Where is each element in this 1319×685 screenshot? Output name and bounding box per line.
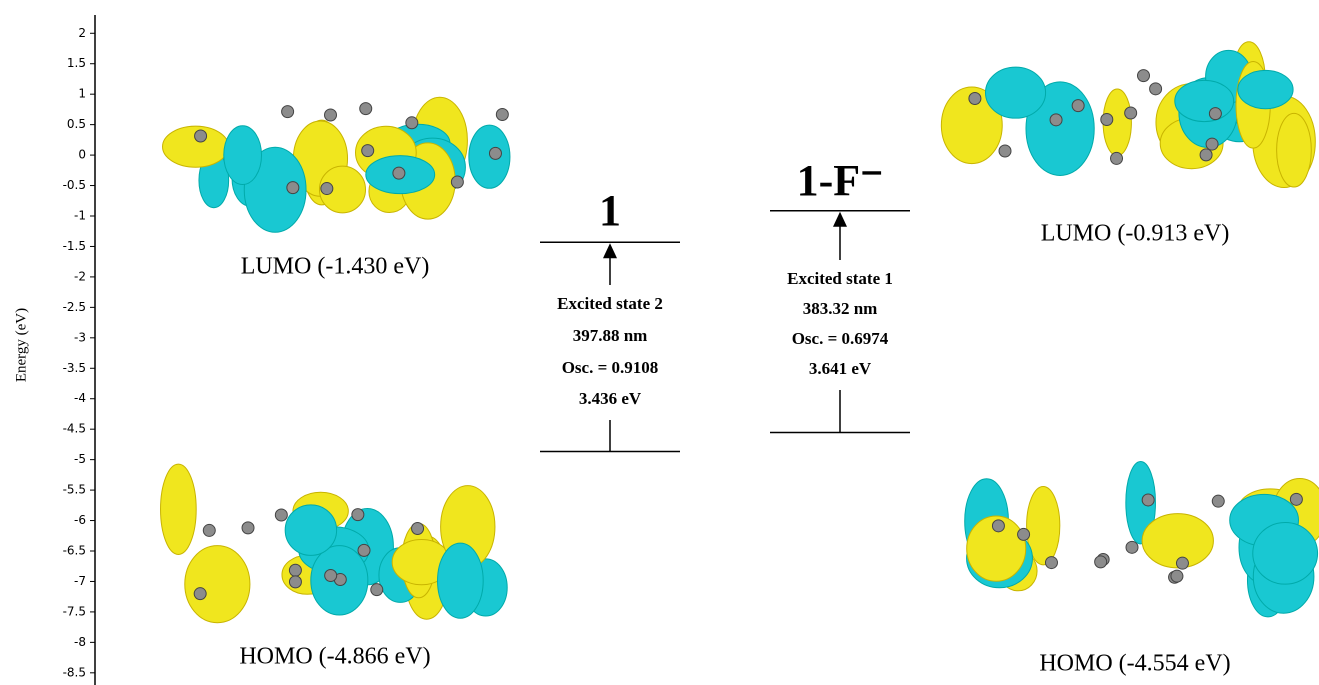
- atom: [1101, 114, 1113, 126]
- atom: [1125, 107, 1137, 119]
- y-tick-label: -5: [74, 452, 86, 466]
- transition-label: Osc. = 0.9108: [562, 358, 659, 377]
- transition-label: Excited state 1: [787, 269, 893, 288]
- y-tick-label: -4: [74, 391, 86, 405]
- level-label: LUMO (-0.913 eV): [1041, 221, 1230, 247]
- atom: [325, 109, 337, 121]
- atom: [275, 509, 287, 521]
- chart: Energy (eV) 2 1.5 1 0.5 0 -0.5 -1 -1.5 -2 -2.5 -3 -…: [0, 0, 1319, 685]
- atom: [406, 117, 418, 129]
- y-tick-label: -0.5: [63, 178, 86, 192]
- atom: [321, 183, 333, 195]
- y-tick-label: -3: [74, 330, 86, 344]
- atom: [1137, 70, 1149, 82]
- transition-label: 383.32 nm: [803, 299, 878, 318]
- arrow-head: [603, 243, 617, 258]
- atom: [1171, 570, 1183, 582]
- atom: [242, 522, 254, 534]
- y-tick-label: 2: [78, 26, 86, 40]
- y-tick-label: -6.5: [63, 544, 86, 558]
- atom: [203, 524, 215, 536]
- atom: [194, 588, 206, 600]
- y-tick-label: -1.5: [63, 239, 86, 253]
- atom: [1209, 108, 1221, 120]
- atom: [1072, 100, 1084, 112]
- level-label: LUMO (-1.430 eV): [241, 254, 430, 280]
- y-axis-label: Energy (eV): [13, 308, 29, 382]
- orbital-lobe: [438, 543, 484, 618]
- atom: [325, 569, 337, 581]
- atom: [1126, 541, 1138, 553]
- y-tick-label: -7.5: [63, 604, 86, 618]
- atom: [352, 509, 364, 521]
- orbital-lobe: [161, 464, 197, 554]
- atom: [1095, 556, 1107, 568]
- y-tick-label: 1.5: [67, 56, 86, 70]
- y-tick-label: -5.5: [63, 483, 86, 497]
- orbital-lobe: [285, 505, 336, 556]
- atom: [1206, 138, 1218, 150]
- atom: [451, 176, 463, 188]
- atom: [496, 109, 508, 121]
- atom: [1212, 495, 1224, 507]
- orbital-lobe: [1277, 113, 1312, 187]
- atom: [412, 522, 424, 534]
- y-tick-label: -2: [74, 269, 86, 283]
- atom: [358, 544, 370, 556]
- atom: [1200, 149, 1212, 161]
- atom: [362, 145, 374, 157]
- orbital-lobe: [185, 546, 250, 623]
- y-tick-label: -1: [74, 209, 86, 223]
- y-tick-label: -6: [74, 513, 86, 527]
- orbital-lobe: [985, 67, 1045, 118]
- transition-label: Osc. = 0.6974: [792, 329, 889, 348]
- level-label: HOMO (-4.554 eV): [1039, 651, 1230, 677]
- orbital-lobe: [1253, 523, 1318, 585]
- atom: [289, 564, 301, 576]
- y-tick-label: -8.5: [63, 665, 86, 679]
- level-label: HOMO (-4.866 eV): [239, 644, 430, 670]
- atom: [489, 147, 501, 159]
- atom: [1018, 528, 1030, 540]
- atom: [360, 103, 372, 115]
- atom: [287, 182, 299, 194]
- atom: [1150, 83, 1162, 95]
- y-tick-label: 0: [78, 148, 86, 162]
- atom: [289, 576, 301, 588]
- orbital-lobe: [1175, 80, 1234, 121]
- transition-label: 3.436 eV: [579, 389, 642, 408]
- atom: [1290, 493, 1302, 505]
- orbital-lobe: [469, 125, 510, 188]
- orbital-lobe: [224, 126, 262, 185]
- y-tick-label: -3.5: [63, 361, 86, 375]
- transition-label: Excited state 2: [557, 294, 663, 313]
- transition-label: 3.641 eV: [809, 359, 872, 378]
- atom: [371, 584, 383, 596]
- y-tick-label: 0.5: [67, 117, 86, 131]
- atom: [1176, 557, 1188, 569]
- y-tick-label: 1: [78, 87, 86, 101]
- orbital-lobe: [1238, 70, 1293, 108]
- series-title: 1: [599, 186, 621, 235]
- atom: [1142, 494, 1154, 506]
- arrow-head: [833, 212, 847, 227]
- atom: [992, 520, 1004, 532]
- atom: [999, 145, 1011, 157]
- atom: [1045, 557, 1057, 569]
- y-tick-label: -4.5: [63, 422, 86, 436]
- atom: [1050, 114, 1062, 126]
- atom: [282, 106, 294, 118]
- y-tick-label: -8: [74, 635, 86, 649]
- atom: [195, 130, 207, 142]
- atom: [1111, 152, 1123, 164]
- transition-label: 397.88 nm: [573, 326, 648, 345]
- atom: [393, 167, 405, 179]
- series-title: 1-F⁻: [797, 156, 884, 205]
- y-tick-label: -7: [74, 574, 86, 588]
- molecule-renders: [161, 42, 1319, 623]
- y-tick-label: -2.5: [63, 300, 86, 314]
- atom: [969, 92, 981, 104]
